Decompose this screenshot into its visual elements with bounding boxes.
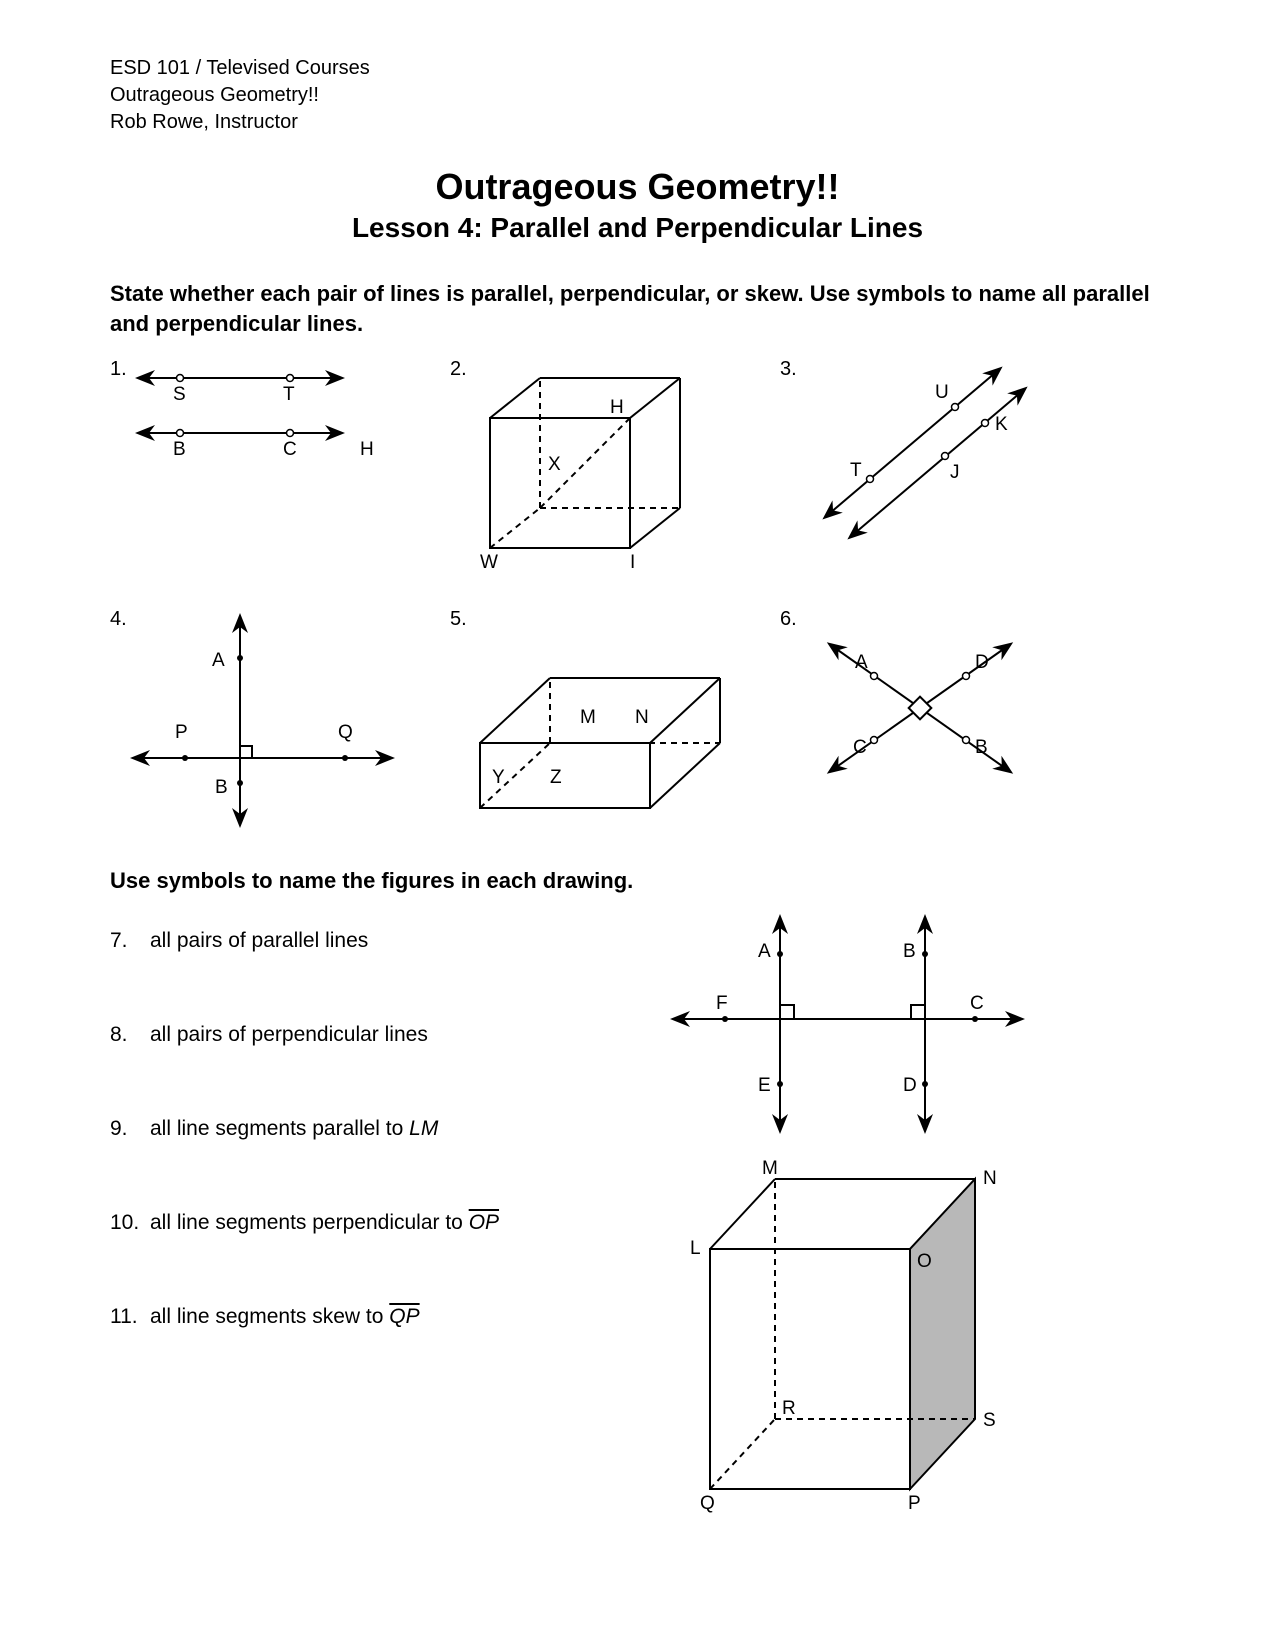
question-9-text: all line segments parallel to LM — [150, 1117, 438, 1141]
question-10-text: all line segments perpendicular to OP — [150, 1211, 499, 1235]
label-A78: A — [758, 941, 771, 962]
label-U: U — [935, 382, 949, 403]
label-N9: N — [983, 1168, 997, 1189]
label-L: L — [690, 1238, 701, 1259]
problem-2-number: 2. — [450, 358, 467, 381]
label-K: K — [995, 414, 1008, 435]
problem-3-figure: U K T J — [780, 358, 1110, 558]
problem-6-number: 6. — [780, 608, 797, 631]
header-block: ESD 101 / Televised Courses Outrageous G… — [110, 55, 1165, 136]
problem-5: 5. M N Y Z — [450, 608, 780, 838]
title-main: Outrageous Geometry!! — [110, 166, 1165, 208]
label-T: T — [283, 384, 295, 405]
question-11: 11. all line segments skew to QP — [110, 1305, 650, 1329]
problem-3: 3. U K T J — [780, 358, 1110, 558]
label-D78: D — [903, 1075, 917, 1096]
label-A4: A — [212, 650, 225, 671]
problem-5-number: 5. — [450, 608, 467, 631]
label-D6: D — [975, 652, 989, 673]
problem-2: 2. — [450, 358, 780, 578]
label-E: E — [758, 1075, 771, 1096]
label-P: P — [175, 722, 188, 743]
label-P9: P — [908, 1493, 921, 1514]
label-B6: B — [975, 737, 988, 758]
label-M9: M — [762, 1158, 778, 1179]
question-9-num: 9. — [110, 1117, 150, 1141]
label-O: O — [917, 1251, 932, 1272]
label-X: X — [548, 454, 561, 475]
worksheet-page: ESD 101 / Televised Courses Outrageous G… — [110, 55, 1165, 1519]
figure-9-11: M N L O R S Q P — [650, 1154, 1070, 1514]
label-Z: Z — [550, 767, 562, 788]
question-8-text: all pairs of perpendicular lines — [150, 1023, 428, 1047]
question-9: 9. all line segments parallel to LM — [110, 1117, 650, 1141]
problem-1-number: 1. — [110, 358, 127, 381]
question-8: 8. all pairs of perpendicular lines — [110, 1023, 650, 1047]
label-R: R — [782, 1398, 796, 1419]
question-10: 10. all line segments perpendicular to O… — [110, 1211, 650, 1235]
problem-4-number: 4. — [110, 608, 127, 631]
problem-3-number: 3. — [780, 358, 797, 381]
label-B78: B — [903, 941, 916, 962]
label-T3: T — [850, 460, 862, 481]
label-I: I — [630, 552, 635, 573]
label-C78: C — [970, 993, 984, 1014]
header-line2: Outrageous Geometry!! — [110, 82, 1165, 109]
problem-1: 1. S T B — [110, 358, 450, 558]
questions-list: 7. all pairs of parallel lines 8. all pa… — [110, 929, 650, 1519]
label-C6: C — [853, 737, 867, 758]
label-S9: S — [983, 1410, 996, 1431]
problem-4: 4. A P Q B — [110, 608, 450, 838]
label-Q: Q — [338, 722, 353, 743]
problem-4-figure: A P Q B — [110, 608, 450, 838]
title-block: Outrageous Geometry!! Lesson 4: Parallel… — [110, 166, 1165, 244]
problem-1-figure: S T B C H — [110, 358, 450, 558]
label-B: B — [173, 439, 186, 460]
label-H: H — [360, 439, 374, 460]
header-line3: Rob Rowe, Instructor — [110, 109, 1165, 136]
label-B4: B — [215, 777, 228, 798]
label-Y: Y — [492, 767, 505, 788]
label-S: S — [173, 384, 186, 405]
label-A6: A — [855, 652, 868, 673]
right-figures: A B F C E D — [650, 909, 1150, 1519]
instructions-1: State whether each pair of lines is para… — [110, 279, 1165, 338]
question-11-text: all line segments skew to QP — [150, 1305, 420, 1329]
problem-2-figure: H X W I — [450, 358, 780, 578]
question-11-num: 11. — [110, 1305, 150, 1329]
title-sub: Lesson 4: Parallel and Perpendicular Lin… — [110, 212, 1165, 244]
label-M: M — [580, 707, 596, 728]
problem-6-figure: A D C B — [780, 608, 1110, 838]
problem-5-figure: M N Y Z — [450, 608, 780, 838]
instructions-2: Use symbols to name the figures in each … — [110, 868, 1165, 894]
question-10-num: 10. — [110, 1211, 150, 1235]
question-8-num: 8. — [110, 1023, 150, 1047]
label-C: C — [283, 439, 297, 460]
label-F: F — [716, 993, 728, 1014]
label-W: W — [480, 552, 498, 573]
figure-7-8: A B F C E D — [650, 909, 1070, 1139]
header-line1: ESD 101 / Televised Courses — [110, 55, 1165, 82]
row-2: 4. A P Q B 5. — [110, 608, 1165, 838]
question-7: 7. all pairs of parallel lines — [110, 929, 650, 953]
label-J: J — [950, 462, 960, 483]
label-Q9: Q — [700, 1493, 715, 1514]
label-H2: H — [610, 397, 624, 418]
question-7-num: 7. — [110, 929, 150, 953]
row-1: 1. S T B — [110, 358, 1165, 578]
question-7-text: all pairs of parallel lines — [150, 929, 368, 953]
questions-block: 7. all pairs of parallel lines 8. all pa… — [110, 909, 1165, 1519]
label-N: N — [635, 707, 649, 728]
problem-6: 6. A D C B — [780, 608, 1110, 838]
